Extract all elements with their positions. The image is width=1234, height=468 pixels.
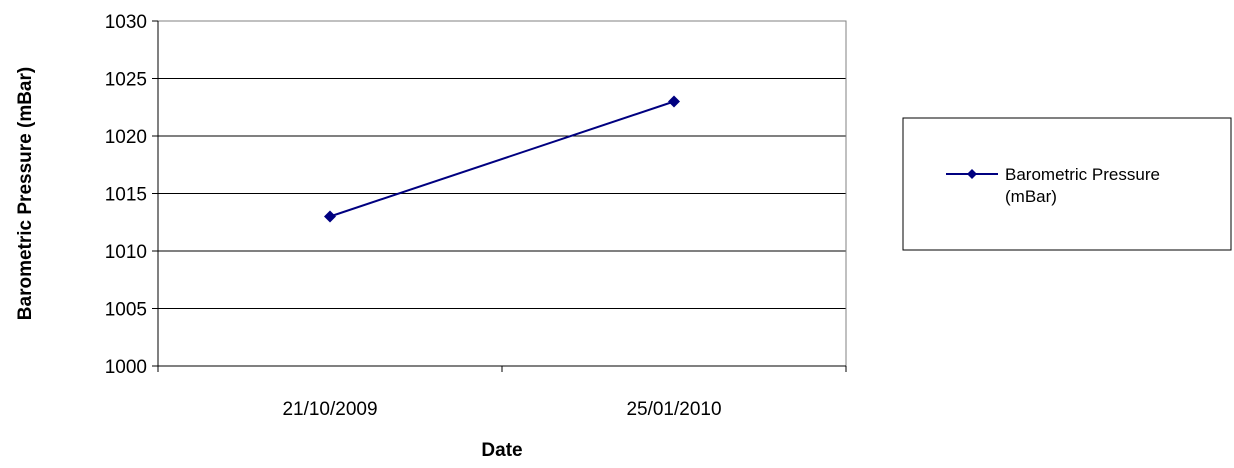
y-tick-label: 1005: [105, 300, 147, 321]
series-line: [329, 100, 675, 218]
axes-layer: [152, 20, 847, 372]
x-tick-labels: 21/10/2009 25/01/2010: [282, 399, 721, 420]
y-tick-labels: 1000 1005 1010 1015 1020 1025 1030: [105, 12, 147, 378]
grid-layer: [158, 20, 846, 309]
y-tick-label: 1000: [105, 357, 147, 378]
legend-label-line-2: (mBar): [1005, 187, 1057, 206]
y-tick-label: 1030: [105, 12, 147, 33]
y-axis-title: Barometric Pressure (mBar): [15, 67, 36, 320]
x-tick-label: 21/10/2009: [282, 399, 377, 420]
legend-label-line-1: Barometric Pressure: [1005, 165, 1160, 184]
data-point-marker: [668, 95, 680, 108]
data-point-marker: [324, 210, 336, 223]
x-axis-title: Date: [481, 440, 522, 461]
legend-box: [902, 117, 1232, 251]
y-tick-label: 1010: [105, 242, 147, 263]
legend-label: Barometric Pressure (mBar): [1005, 165, 1165, 206]
legend-diamond-marker: [967, 169, 977, 179]
y-tick-label: 1015: [105, 185, 147, 206]
x-tick-label: 25/01/2010: [626, 399, 721, 420]
y-tick-label: 1020: [105, 127, 147, 148]
legend: Barometric Pressure (mBar): [902, 117, 1232, 251]
y-tick-label: 1025: [105, 70, 147, 91]
series-layer: [324, 95, 680, 223]
